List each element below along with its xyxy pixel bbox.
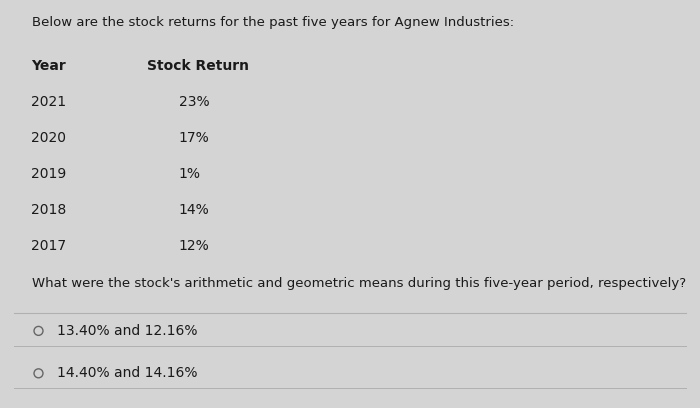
Text: 2018: 2018	[32, 203, 66, 217]
Text: 17%: 17%	[178, 131, 209, 145]
Text: 13.40% and 12.16%: 13.40% and 12.16%	[57, 324, 198, 338]
Text: 2020: 2020	[32, 131, 66, 145]
Text: 1%: 1%	[178, 167, 200, 181]
Text: 14.40% and 14.16%: 14.40% and 14.16%	[57, 366, 198, 380]
Text: Below are the stock returns for the past five years for Agnew Industries:: Below are the stock returns for the past…	[32, 16, 514, 29]
Text: What were the stock's arithmetic and geometric means during this five-year perio: What were the stock's arithmetic and geo…	[32, 277, 685, 290]
Text: Year: Year	[32, 59, 66, 73]
Text: 23%: 23%	[178, 95, 209, 109]
Text: 2019: 2019	[32, 167, 66, 181]
Text: 2021: 2021	[32, 95, 66, 109]
Text: Stock Return: Stock Return	[147, 59, 249, 73]
Text: 14%: 14%	[178, 203, 209, 217]
Text: 12%: 12%	[178, 239, 209, 253]
Text: 2017: 2017	[32, 239, 66, 253]
